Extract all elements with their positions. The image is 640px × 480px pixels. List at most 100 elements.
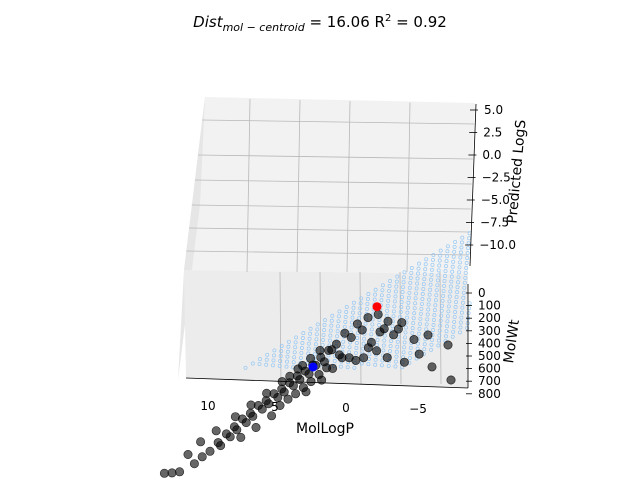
plane-mesh-point — [421, 282, 426, 287]
data-point — [372, 346, 382, 356]
plane-mesh-point — [335, 334, 340, 339]
data-point — [359, 353, 369, 363]
plane-mesh-point — [387, 284, 392, 288]
plane-mesh-point — [351, 310, 355, 315]
plane-mesh-point — [414, 286, 419, 291]
plane-mesh-point — [428, 282, 433, 287]
plane-mesh-point — [359, 296, 364, 301]
plane-mesh-point — [464, 261, 469, 265]
plane-mesh-point — [439, 308, 444, 313]
plane-mesh-point — [308, 331, 313, 336]
plane-mesh-point — [452, 314, 457, 319]
data-point — [306, 377, 316, 387]
plane-mesh-point — [394, 349, 399, 354]
y-tick-label: 600 — [478, 362, 501, 376]
title-subscript: mol − centroid — [223, 21, 306, 34]
grid-line — [189, 227, 470, 233]
plane-mesh-point — [412, 311, 417, 316]
plane-mesh-point — [336, 324, 340, 329]
plane-mesh-point — [426, 307, 431, 312]
plane-mesh-point — [381, 348, 386, 353]
data-point — [346, 332, 356, 342]
plane-mesh-point — [402, 270, 407, 275]
plane-mesh-point — [455, 285, 460, 290]
plane-mesh-point — [459, 240, 464, 245]
z-tick-label: 5.0 — [484, 103, 503, 117]
plane-mesh-point — [461, 295, 466, 300]
plane-mesh-point — [395, 274, 400, 279]
plane-mesh-point — [357, 316, 362, 321]
plane-mesh-point — [429, 277, 433, 282]
plane-mesh-point — [431, 323, 436, 327]
plane-mesh-point — [365, 306, 369, 311]
plane-mesh-point — [363, 321, 368, 326]
plane-mesh-point — [279, 349, 284, 354]
plane-mesh-point — [444, 329, 449, 334]
plane-mesh-point — [337, 314, 341, 319]
plane-mesh-point — [332, 359, 337, 363]
plane-mesh-point — [328, 328, 333, 333]
grid-line — [191, 204, 471, 210]
plane-mesh-point — [335, 329, 340, 334]
plane-mesh-point — [388, 344, 393, 349]
plane-mesh-point — [408, 345, 413, 350]
plane-mesh-point — [389, 339, 394, 344]
plane-mesh-point — [394, 284, 399, 289]
data-point — [196, 437, 206, 447]
plane-mesh-point — [338, 364, 343, 369]
plane-mesh-point — [286, 344, 291, 349]
plane-mesh-point — [451, 254, 456, 259]
grid-line — [346, 101, 351, 273]
plane-mesh-point — [431, 318, 436, 322]
plane-mesh-point — [408, 280, 413, 285]
back-pane — [184, 97, 475, 274]
plane-mesh-point — [362, 336, 367, 341]
plane-mesh-point — [410, 331, 415, 336]
plane-mesh-point — [300, 341, 305, 345]
plane-mesh-point — [407, 355, 412, 360]
data-point — [288, 381, 298, 391]
plane-mesh-point — [436, 268, 441, 273]
plane-mesh-point — [337, 309, 342, 314]
plane-mesh-point — [450, 334, 455, 339]
plane-mesh-point — [421, 287, 426, 291]
plane-mesh-point — [387, 288, 392, 293]
grid-line — [246, 98, 251, 273]
plane-mesh-point — [285, 359, 289, 364]
plane-mesh-point — [432, 308, 437, 313]
plane-mesh-point — [313, 342, 318, 347]
x-tick-label: 10 — [200, 399, 215, 413]
data-point — [443, 340, 453, 350]
plane-mesh-point — [444, 334, 448, 339]
plane-mesh-point — [456, 280, 460, 285]
plane-mesh-point — [466, 246, 471, 251]
plane-mesh-point — [250, 361, 255, 366]
plane-mesh-point — [432, 313, 437, 318]
data-point — [175, 467, 185, 477]
plane-mesh-point — [452, 244, 457, 249]
plane-mesh-point — [285, 349, 290, 354]
plane-mesh-point — [445, 314, 450, 319]
plane-mesh-point — [375, 337, 380, 342]
plane-mesh-point — [411, 316, 416, 321]
plane-mesh-point — [406, 300, 411, 305]
plane-mesh-point — [453, 305, 458, 309]
plane-mesh-point — [377, 323, 381, 327]
data-point — [301, 387, 311, 397]
plane-mesh-point — [448, 289, 453, 294]
data-point — [257, 404, 267, 414]
title-end: = 0.92 — [391, 13, 447, 31]
plane-mesh-point — [447, 294, 452, 299]
plane-mesh-point — [446, 309, 451, 314]
plane-mesh-point — [409, 266, 414, 270]
data-point — [306, 353, 316, 363]
plane-mesh-point — [453, 239, 458, 244]
x-tick-label: 5 — [271, 400, 279, 414]
plane-mesh-point — [450, 264, 455, 269]
plane-mesh-point — [462, 280, 467, 285]
plane-mesh-point — [386, 298, 391, 303]
data-point — [363, 343, 373, 353]
plane-mesh-point — [452, 249, 457, 254]
plane-mesh-point — [447, 299, 452, 304]
plane-mesh-point — [388, 349, 393, 354]
